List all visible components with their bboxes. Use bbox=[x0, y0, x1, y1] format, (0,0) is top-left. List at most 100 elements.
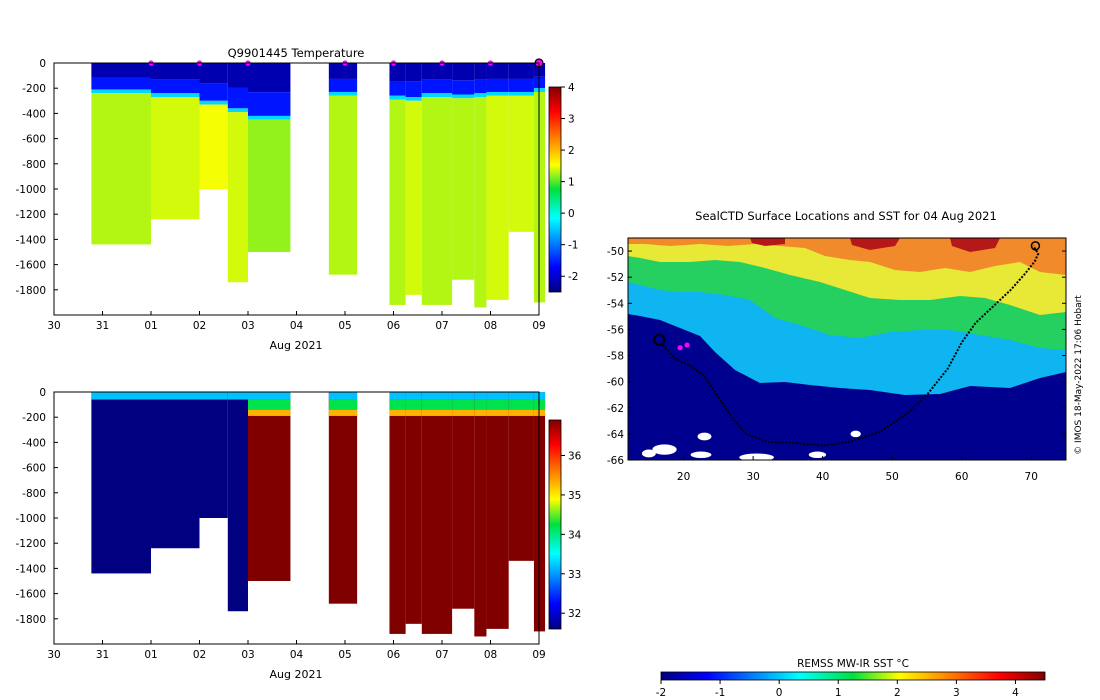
profile-column-0 bbox=[91, 63, 151, 245]
sst-map-frame bbox=[627, 237, 1067, 461]
sst-colorbar-tick-label: 1 bbox=[835, 687, 842, 699]
profile-column-3 bbox=[227, 63, 248, 283]
halocline-layer bbox=[533, 409, 546, 416]
y-tick-label: -1400 bbox=[15, 563, 46, 575]
temperature-title: Q9901445 Temperature bbox=[228, 46, 365, 60]
surface-fresh-layer bbox=[508, 392, 534, 400]
x-tick-label: 30 bbox=[47, 320, 60, 332]
salinity-fill bbox=[474, 392, 487, 637]
halocline-layer bbox=[421, 409, 453, 416]
temperature-xlabel: Aug 2021 bbox=[270, 339, 323, 352]
halocline-layer bbox=[474, 399, 487, 410]
thermocline-layer bbox=[248, 115, 291, 120]
profile-column-2 bbox=[199, 63, 228, 189]
colorbar-tick-label: 34 bbox=[568, 529, 582, 541]
sst-colorbar-tick-label: 4 bbox=[1012, 687, 1019, 699]
map-x-tick-label: 40 bbox=[816, 471, 829, 483]
subsurface-layer bbox=[533, 76, 546, 89]
halocline-layer bbox=[486, 409, 509, 416]
colorbar-tick-label: 3 bbox=[568, 114, 575, 126]
surface-cold-layer bbox=[474, 63, 487, 80]
thermocline-layer bbox=[486, 91, 509, 96]
map-x-tick-label: 30 bbox=[746, 471, 759, 483]
map-x-tick-label: 20 bbox=[677, 471, 690, 483]
salinity-axes: 30 31 01 02 03 04 05 06 07 08 09 0 -200 -400 -600 -800 -… bbox=[15, 387, 545, 661]
surface-cold-layer bbox=[199, 63, 228, 84]
surface-cold-layer bbox=[248, 63, 291, 93]
profile-column-11 bbox=[486, 392, 509, 629]
x-tick-label: 06 bbox=[387, 649, 401, 661]
map-y-tick-label: -52 bbox=[607, 272, 624, 284]
colorbar-tick-label: 2 bbox=[568, 145, 575, 157]
y-tick-label: 0 bbox=[39, 58, 46, 70]
halocline-layer bbox=[533, 399, 546, 410]
subsurface-layer bbox=[405, 81, 422, 98]
deep-layer bbox=[452, 98, 475, 280]
land-patch bbox=[641, 449, 656, 458]
profile-column-9 bbox=[452, 392, 475, 609]
x-tick-label: 04 bbox=[290, 649, 304, 661]
deep-layer bbox=[151, 97, 200, 220]
x-tick-label: 03 bbox=[241, 649, 254, 661]
deep-layer bbox=[248, 119, 291, 252]
profile-column-12 bbox=[508, 63, 534, 232]
thermocline-layer bbox=[151, 93, 200, 98]
x-tick-label: 02 bbox=[193, 320, 206, 332]
subsurface-layer bbox=[328, 78, 358, 92]
salinity-fill bbox=[533, 392, 546, 632]
profile-column-7 bbox=[405, 392, 422, 624]
x-tick-label: 06 bbox=[387, 320, 401, 332]
land-masses bbox=[641, 430, 861, 460]
thermocline-layer bbox=[405, 97, 422, 101]
x-tick-label: 04 bbox=[290, 320, 304, 332]
y-tick-label: -600 bbox=[22, 134, 46, 146]
x-tick-label: 03 bbox=[241, 320, 254, 332]
seal-track bbox=[653, 241, 1041, 447]
x-tick-label: 08 bbox=[484, 320, 497, 332]
salinity-fill bbox=[151, 392, 200, 549]
thermocline-layer bbox=[91, 89, 151, 94]
subsurface-layer bbox=[508, 78, 534, 92]
salinity-xlabel: Aug 2021 bbox=[270, 668, 323, 681]
colorbar-tick-label: 0 bbox=[568, 208, 575, 220]
x-tick-label: 31 bbox=[96, 320, 109, 332]
deep-layer bbox=[389, 99, 406, 305]
temperature-profiles bbox=[91, 63, 546, 308]
deep-layer bbox=[508, 95, 534, 232]
surface-cold-layer bbox=[508, 63, 534, 79]
y-tick-label: -600 bbox=[22, 463, 46, 475]
halocline-layer bbox=[421, 399, 453, 410]
sst-map-axes: 20 30 40 50 60 70 -50 -52 -54 -56 -58 -60 -62 -64 -66 bbox=[607, 246, 1066, 483]
halocline-layer bbox=[248, 399, 291, 410]
thermocline-layer bbox=[474, 93, 487, 98]
y-tick-label: -400 bbox=[22, 108, 46, 120]
seal-track-line bbox=[662, 245, 1040, 447]
profile-column-6 bbox=[389, 392, 406, 634]
thermocline-layer bbox=[389, 95, 406, 100]
halocline-layer bbox=[452, 399, 475, 410]
temperature-colorbar bbox=[549, 87, 561, 292]
map-y-tick-label: -54 bbox=[607, 298, 624, 310]
y-tick-label: -1600 bbox=[15, 260, 46, 272]
sst-colorbar-ticks: -2 -1 0 1 2 3 4 bbox=[656, 680, 1019, 699]
profile-column-6 bbox=[389, 63, 406, 305]
x-tick-label: 07 bbox=[435, 649, 448, 661]
surface-fresh-layer bbox=[452, 392, 475, 400]
surface-cold-layer bbox=[227, 63, 248, 88]
sst-colorbar-tick-label: 3 bbox=[953, 687, 960, 699]
x-tick-label: 01 bbox=[144, 649, 157, 661]
colorbar-tick-label: -2 bbox=[568, 271, 578, 283]
profile-column-11 bbox=[486, 63, 509, 300]
subsurface-layer bbox=[421, 79, 453, 94]
surface-cold-layer bbox=[151, 63, 200, 80]
subsurface-layer bbox=[151, 79, 200, 94]
map-x-tick-label: 60 bbox=[955, 471, 968, 483]
imos-credit: © IMOS 18-May-2022 17:06 Hobart bbox=[1074, 295, 1084, 455]
halocline-layer bbox=[248, 409, 291, 416]
land-patch bbox=[850, 430, 861, 438]
profile-column-10 bbox=[474, 392, 487, 637]
halocline-layer bbox=[474, 409, 487, 416]
deep-layer bbox=[486, 95, 509, 300]
deep-layer bbox=[533, 91, 546, 303]
thermocline-layer bbox=[328, 91, 358, 96]
